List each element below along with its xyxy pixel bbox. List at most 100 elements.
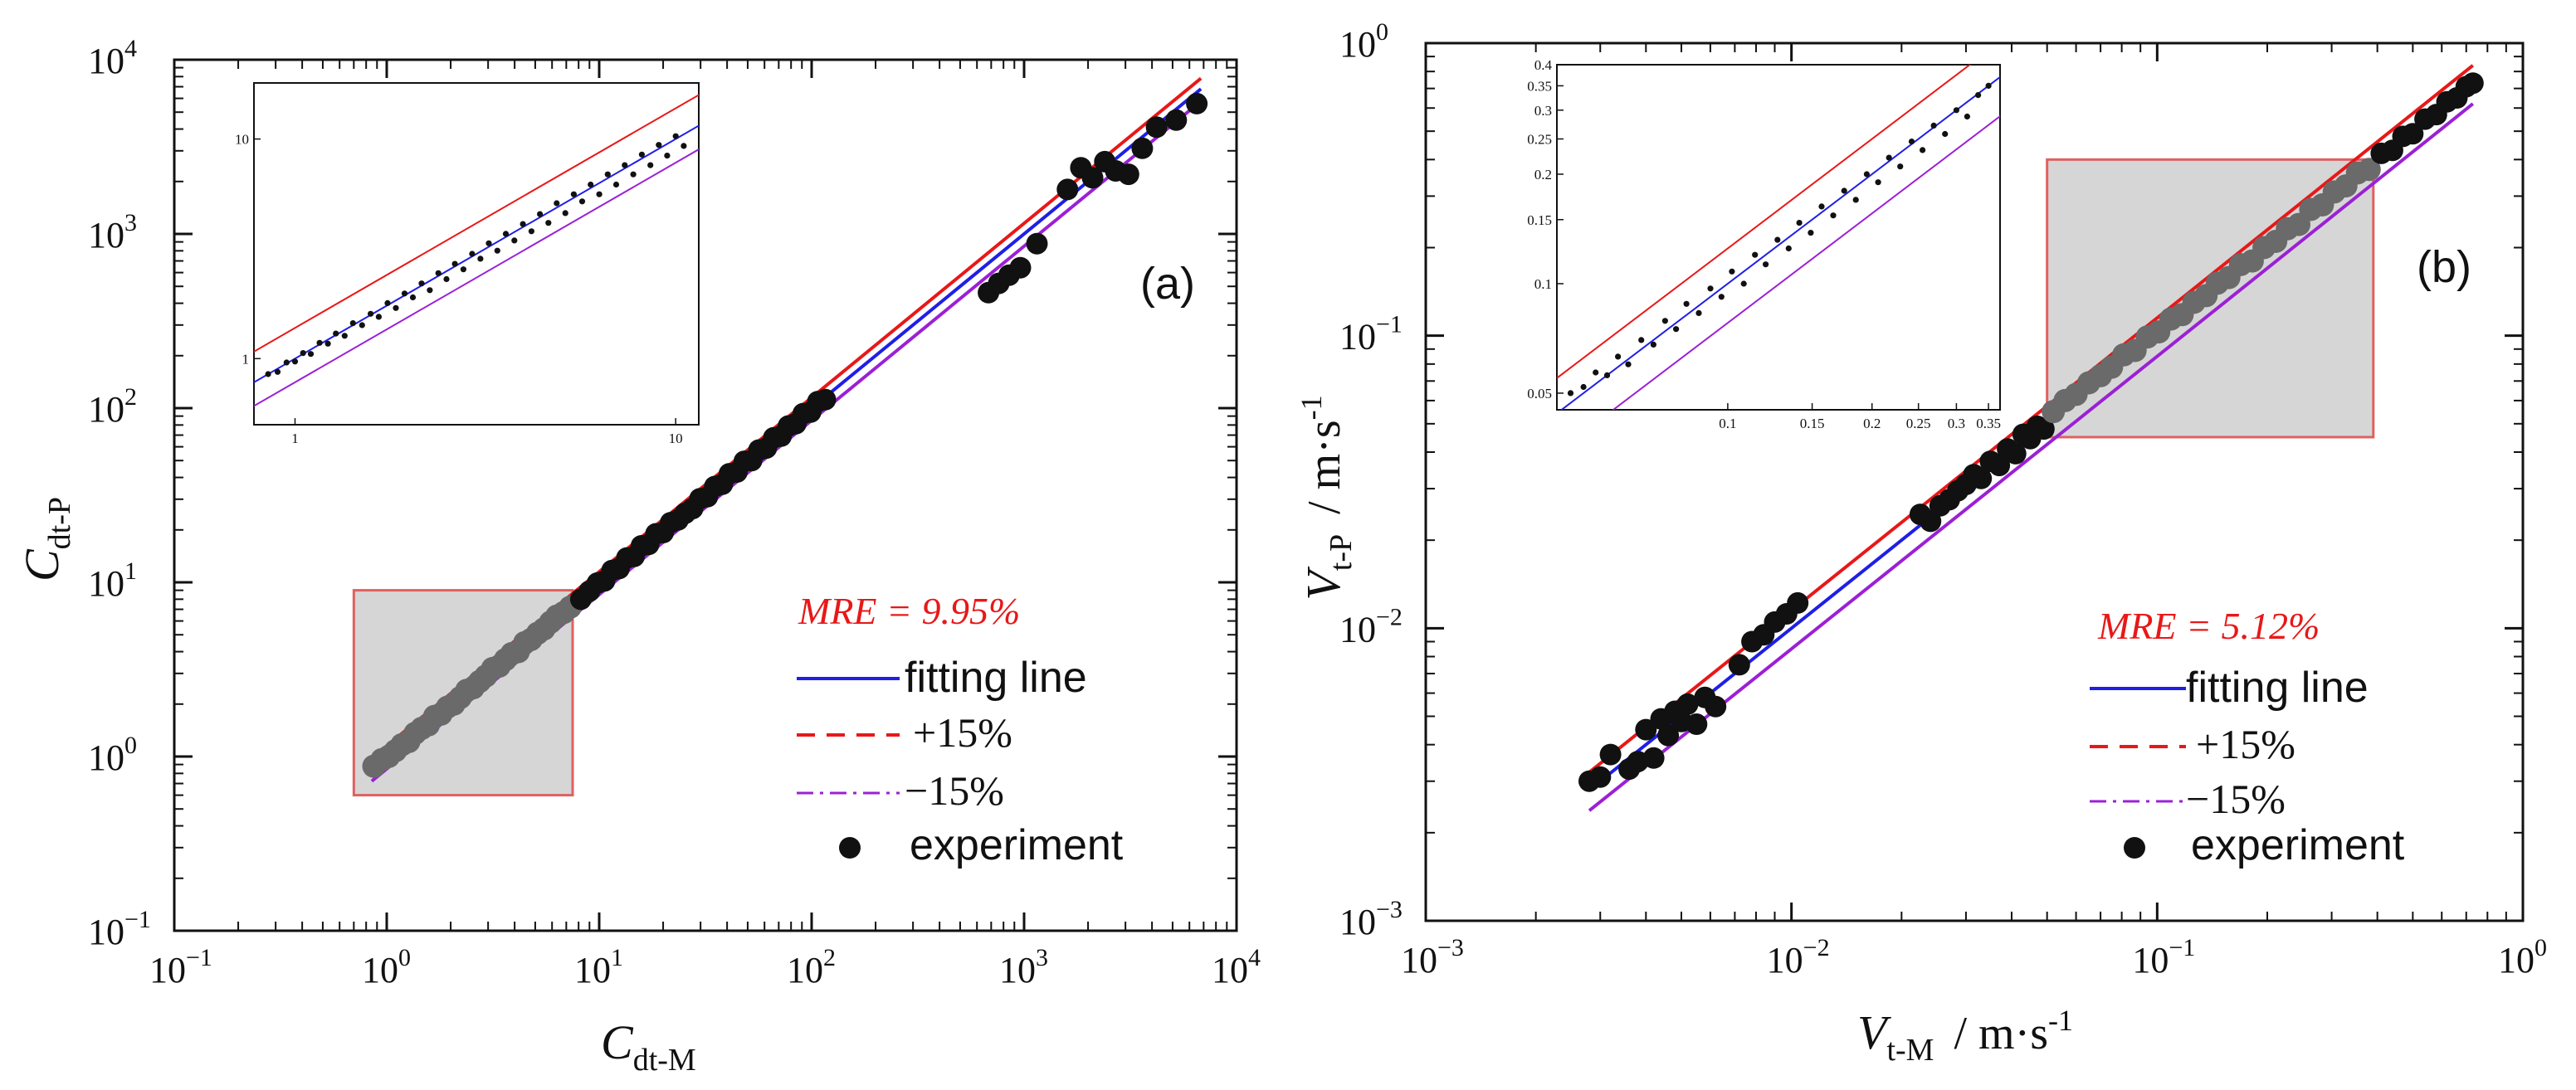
inset-experiment-point bbox=[274, 368, 281, 375]
experiment-point bbox=[1787, 591, 1809, 614]
inset-experiment-point bbox=[1942, 130, 1949, 138]
inset-y-tick-label: 0.05 bbox=[1527, 386, 1552, 401]
inset-experiment-point bbox=[656, 142, 662, 148]
panel-b-inset: 0.1 0.15 0.2 0.25 0.3 0.35 0.05 0.1 0.15 0.2 0.25 0… bbox=[1527, 57, 2001, 431]
inset-experiment-point bbox=[578, 198, 586, 205]
inset-experiment-point bbox=[545, 220, 552, 226]
experiment-point bbox=[1117, 163, 1139, 186]
inset-x-tick-label: 0.25 bbox=[1906, 416, 1931, 431]
inset-experiment-point bbox=[427, 287, 433, 294]
experiment-point bbox=[1686, 713, 1708, 735]
experiment-point bbox=[2357, 158, 2381, 182]
legend-a-experiment-label: experiment bbox=[910, 821, 1124, 869]
inset-experiment-point bbox=[1886, 154, 1892, 161]
inset-experiment-point bbox=[460, 266, 467, 273]
panel-b-experiment-points bbox=[1578, 72, 2484, 792]
inset-y-tick-label: 0.4 bbox=[1534, 57, 1553, 73]
experiment-point bbox=[2032, 418, 2055, 440]
inset-minus-15-line bbox=[1612, 114, 2000, 410]
inset-experiment-point bbox=[349, 320, 356, 327]
inset-experiment-point bbox=[1920, 147, 1926, 153]
inset-experiment-point bbox=[1852, 197, 1859, 203]
x-tick-label: 10−1 bbox=[149, 944, 212, 990]
inset-experiment-point bbox=[604, 171, 611, 178]
y-tick-label: 100 bbox=[88, 732, 137, 778]
y-tick-label: 104 bbox=[88, 35, 137, 81]
inset-experiment-point bbox=[1763, 261, 1769, 268]
inset-experiment-point bbox=[341, 333, 348, 339]
y-tick-label: 100 bbox=[1339, 18, 1388, 65]
inset-experiment-point bbox=[528, 228, 535, 235]
inset-experiment-point bbox=[622, 162, 628, 168]
inset-experiment-point bbox=[638, 151, 646, 158]
x-tick-label: 101 bbox=[574, 944, 623, 990]
inset-experiment-point bbox=[451, 260, 458, 267]
inset-y-tick-label: 0.35 bbox=[1527, 78, 1552, 94]
inset-y-tick-label: 0.2 bbox=[1534, 167, 1552, 182]
panel-a-label: (a) bbox=[1140, 259, 1195, 309]
y-tick-label: 10−2 bbox=[1339, 603, 1403, 650]
inset-experiment-point bbox=[324, 340, 331, 347]
inset-experiment-point bbox=[1673, 326, 1680, 333]
inset-experiment-point bbox=[418, 280, 425, 287]
inset-experiment-point bbox=[1718, 294, 1725, 300]
inset-experiment-point bbox=[469, 251, 476, 257]
inset-experiment-point bbox=[1695, 309, 1702, 316]
inset-experiment-point bbox=[1841, 187, 1847, 194]
legend-b-fit-label: fitting line bbox=[2186, 664, 2369, 712]
inset-experiment-point bbox=[1638, 337, 1645, 343]
panel-b-label: (b) bbox=[2417, 242, 2471, 292]
inset-y-tick-label: 10 bbox=[235, 132, 249, 148]
legend-b-experiment-label: experiment bbox=[2191, 821, 2405, 869]
minus-15-line bbox=[1588, 102, 2475, 812]
inset-experiment-point bbox=[1661, 318, 1668, 324]
inset-experiment-point bbox=[1785, 245, 1792, 252]
inset-experiment-point bbox=[291, 358, 299, 365]
inset-experiment-point bbox=[1908, 139, 1915, 145]
panel-a-legend: fitting line +15% −15% experiment bbox=[797, 654, 1124, 869]
experiment-point bbox=[814, 388, 837, 411]
inset-y-tick-label: 1 bbox=[242, 351, 250, 367]
inset-experiment-point bbox=[502, 231, 510, 237]
inset-plot-area bbox=[1557, 65, 2000, 410]
experiment-point bbox=[1988, 455, 2011, 477]
inset-experiment-point bbox=[494, 247, 500, 254]
inset-experiment-point bbox=[681, 143, 687, 149]
y-tick-label: 101 bbox=[88, 557, 137, 604]
panel-b: 10−310−3 10−2 10−2 10−1 10−1 100 100 Vt-M / m·s… bbox=[1295, 18, 2547, 1068]
inset-experiment-point bbox=[1752, 251, 1759, 258]
inset-experiment-point bbox=[570, 191, 578, 197]
inset-experiment-point bbox=[409, 294, 417, 301]
x-tick-label: 10−3 bbox=[1401, 934, 1464, 981]
experiment-point bbox=[1081, 167, 1104, 189]
inset-experiment-point bbox=[485, 240, 492, 246]
inset-experiment-point bbox=[1808, 230, 1814, 236]
inset-experiment-point bbox=[401, 290, 408, 297]
inset-experiment-point bbox=[1707, 285, 1714, 292]
y-tick-label: 10−1 bbox=[1339, 311, 1403, 358]
inset-experiment-point bbox=[443, 275, 450, 283]
experiment-point bbox=[1186, 92, 1208, 114]
experiment-point bbox=[1705, 695, 1727, 718]
inset-experiment-point bbox=[435, 270, 442, 276]
x-tick-label: 10−1 bbox=[2132, 934, 2195, 981]
inset-x-tick-label: 0.15 bbox=[1800, 416, 1825, 431]
inset-experiment-point bbox=[1930, 122, 1937, 129]
inset-experiment-point bbox=[307, 351, 315, 358]
inset-experiment-point bbox=[664, 153, 671, 159]
experiment-point bbox=[1920, 510, 1942, 533]
inset-experiment-point bbox=[612, 181, 620, 188]
panel-b-y-axis-title: Vt-P/ m·s-1 bbox=[1295, 395, 1359, 600]
experiment-point bbox=[2004, 442, 2027, 465]
inset-experiment-point bbox=[384, 299, 391, 306]
legend-a-experiment-marker bbox=[839, 837, 861, 859]
inset-experiment-point bbox=[1580, 383, 1587, 391]
inset-experiment-point bbox=[672, 133, 679, 139]
inset-plus-15-line bbox=[1557, 65, 1972, 379]
inset-experiment-point bbox=[511, 237, 518, 244]
inset-experiment-point bbox=[333, 330, 339, 337]
y-tick-label: 10−3 bbox=[1339, 896, 1403, 942]
experiment-point bbox=[1009, 256, 1032, 279]
experiment-point bbox=[1056, 178, 1079, 201]
